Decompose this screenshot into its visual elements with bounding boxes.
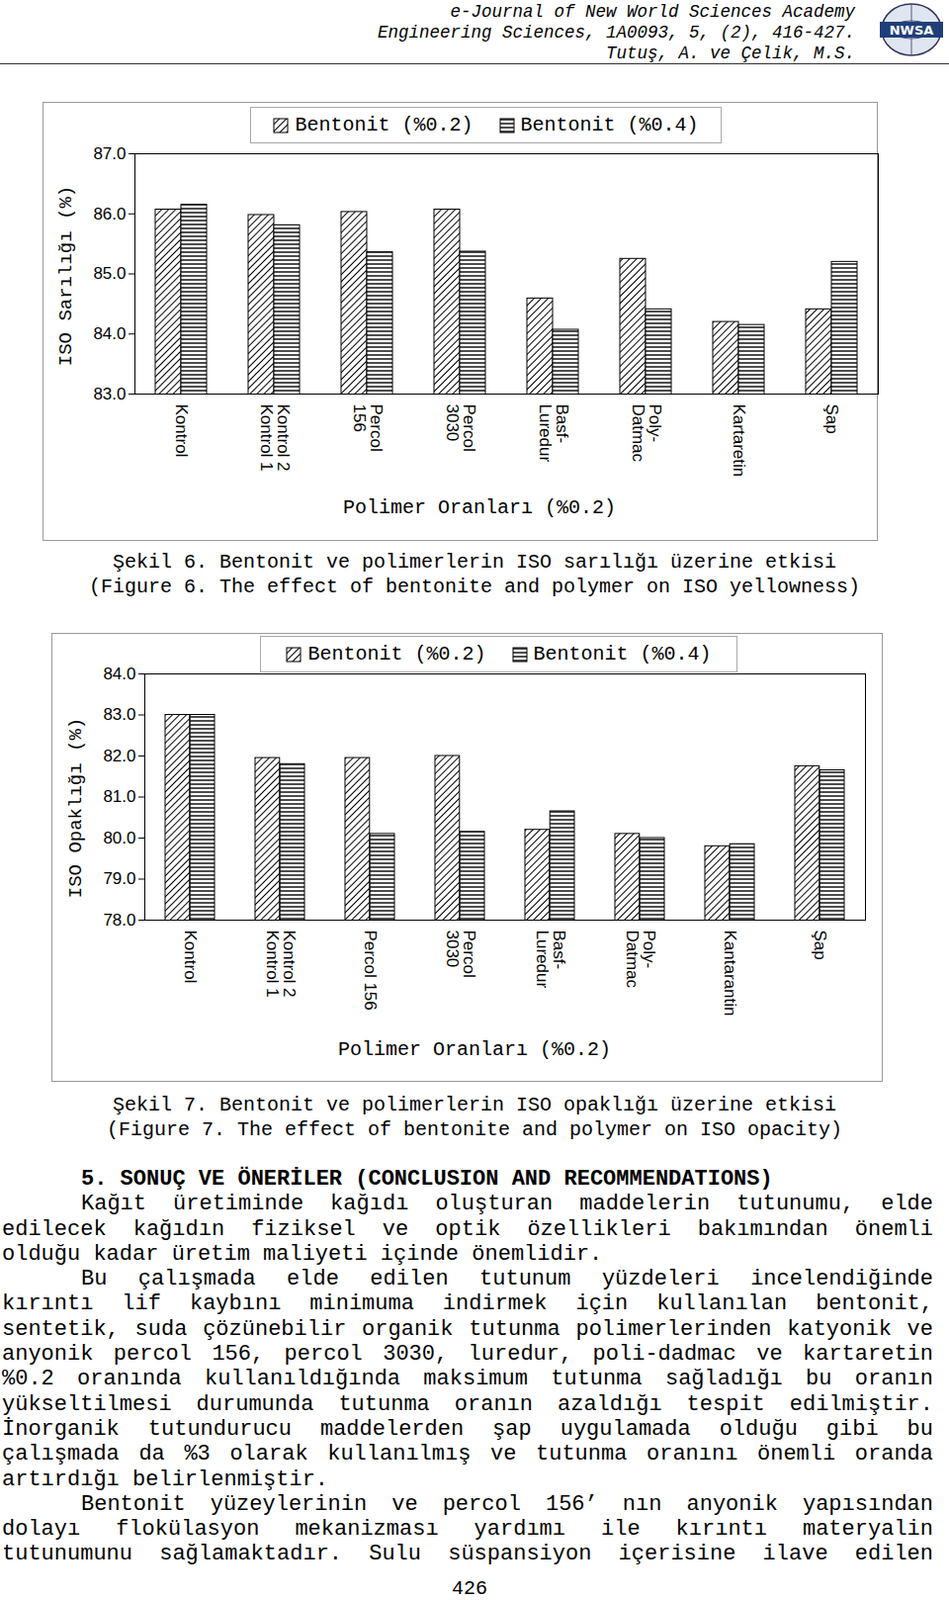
html-text:ISO Opaklığı (%): ISO Opaklığı (%): [65, 717, 87, 898]
html-text:ISO Sarılığı (%): ISO Sarılığı (%): [55, 185, 78, 366]
html-text:çalışmada da %3 olarak kullanı: çalışmada da %3 olarak kullanılmış ve tu…: [1, 1441, 934, 1467]
svg-text:Percol156: Percol156: [349, 404, 386, 452]
html-text:artırdığı belirlenmiştir.: artırdığı belirlenmiştir.: [1, 1466, 329, 1492]
html-text:Polimer Oranları (%0.2): Polimer Oranları (%0.2): [343, 495, 616, 519]
html-text:yükseltilmesi durumunda tutunm: yükseltilmesi durumunda tutunma oranın a…: [1, 1391, 934, 1417]
svg-text:NWSA: NWSA: [889, 22, 935, 38]
svg-text:Percol 156: Percol 156: [360, 930, 380, 1011]
html-text:Polimer Oranları (%0.2): Polimer Oranları (%0.2): [338, 1037, 611, 1061]
html-text:olduğu kadar üretim maliyeti i: olduğu kadar üretim maliyeti içinde önem…: [1, 1241, 603, 1267]
svg-text:Kontrol 2Kontrol 1: Kontrol 2Kontrol 1: [262, 930, 299, 998]
svg-text:78.0: 78.0: [102, 910, 136, 930]
svg-text:86.0: 86.0: [92, 204, 126, 224]
svg-text:82.0: 82.0: [102, 746, 136, 766]
svg-text:80.0: 80.0: [102, 828, 136, 848]
svg-text:Percol3030: Percol3030: [442, 404, 479, 452]
svg-text:Poly-Datmac: Poly-Datmac: [628, 404, 665, 463]
html-text:Şekil 7. Bentonit ve polimerle: Şekil 7. Bentonit ve polimerlerin ISO op…: [106, 1093, 843, 1141]
html-text:426: 426: [451, 1576, 488, 1600]
html-text:Engineering Sciences, 1A0093,: Engineering Sciences, 1A0093, 5, (2), 41…: [377, 22, 856, 43]
html-text:İnorganik tutundurucu maddeler: İnorganik tutundurucu maddelerden şap uy…: [1, 1416, 934, 1442]
svg-text:Poly-Datmac: Poly-Datmac: [622, 930, 659, 989]
html-text:anyonik percol 156, percol 303: anyonik percol 156, percol 3030, luredur…: [1, 1341, 934, 1367]
html-text:Bentonit (%0.2): Bentonit (%0.2): [295, 113, 474, 137]
html-text:dolayı flokülasyon mekanizması: dolayı flokülasyon mekanizması yardımı i…: [1, 1516, 934, 1542]
svg-text:Kantarantin: Kantarantin: [720, 930, 740, 1017]
html-text:Bentonit (%0.4): Bentonit (%0.4): [520, 113, 699, 137]
html-text:Bentonit (%0.2): Bentonit (%0.2): [307, 642, 486, 666]
html-text:sentetik, suda çözünebilir org: sentetik, suda çözünebilir organik tutun…: [1, 1316, 934, 1342]
html-text:Tutuş, A. ve Çelik, M.S.: Tutuş, A. ve Çelik, M.S.: [605, 43, 856, 64]
html-text:Bentonit yüzeylerinin ve perco: Bentonit yüzeylerinin ve percol 156’ nın…: [81, 1491, 934, 1517]
html-text:tutunumunu sağlamaktadır. Sulu: tutunumunu sağlamaktadır. Sulu süspansiy…: [1, 1541, 934, 1567]
html-text:kırıntı lif kaybını minimuma i: kırıntı lif kaybını minimuma indirmek iç…: [1, 1291, 934, 1317]
svg-text:85.0: 85.0: [92, 263, 126, 283]
svg-text:Şap: Şap: [822, 404, 842, 434]
html-text:edilecek kağıdın fiziksel ve o: edilecek kağıdın fiziksel ve optik özell…: [1, 1216, 934, 1242]
svg-text:83.0: 83.0: [92, 384, 126, 404]
html-text:Bentonit (%0.4): Bentonit (%0.4): [533, 642, 712, 666]
svg-text:Basf-Luredur: Basf-Luredur: [535, 404, 572, 463]
svg-text:84.0: 84.0: [92, 324, 126, 344]
svg-text:83.0: 83.0: [102, 704, 136, 724]
svg-text:Kontrol 2Kontrol 1: Kontrol 2Kontrol 1: [257, 404, 293, 472]
svg-text:Percol3030: Percol3030: [442, 930, 479, 978]
svg-text:Şap: Şap: [810, 930, 830, 960]
svg-text:81.0: 81.0: [102, 786, 136, 806]
svg-text:Basf-Luredur: Basf-Luredur: [532, 930, 569, 989]
html-text:Kağıt üretiminde kağıdı oluştu: Kağıt üretiminde kağıdı oluşturan maddel…: [81, 1191, 934, 1217]
svg-text:Kartaretin: Kartaretin: [729, 404, 749, 478]
svg-text:84.0: 84.0: [102, 664, 136, 684]
html-text:Bu çalışmada elde edilen tutun: Bu çalışmada elde edilen tutunum yüzdele…: [81, 1266, 934, 1292]
html-text:e-Journal of New World Science: e-Journal of New World Sciences Academy: [450, 1, 856, 22]
svg-text:Kontrol: Kontrol: [172, 404, 191, 458]
svg-text:87.0: 87.0: [92, 144, 126, 164]
svg-text:Kontrol: Kontrol: [180, 930, 200, 984]
html-text:5. SONUÇ VE ÖNERİLER (CONCLUSI: 5. SONUÇ VE ÖNERİLER (CONCLUSION AND REC…: [81, 1166, 773, 1192]
html-text:%0.2 oranında kullanıldığında: %0.2 oranında kullanıldığında maksimum t…: [1, 1366, 934, 1392]
html-text:Şekil 6. Bentonit ve polimerle: Şekil 6. Bentonit ve polimerlerin ISO sa…: [88, 550, 861, 599]
svg-text:79.0: 79.0: [102, 868, 136, 888]
